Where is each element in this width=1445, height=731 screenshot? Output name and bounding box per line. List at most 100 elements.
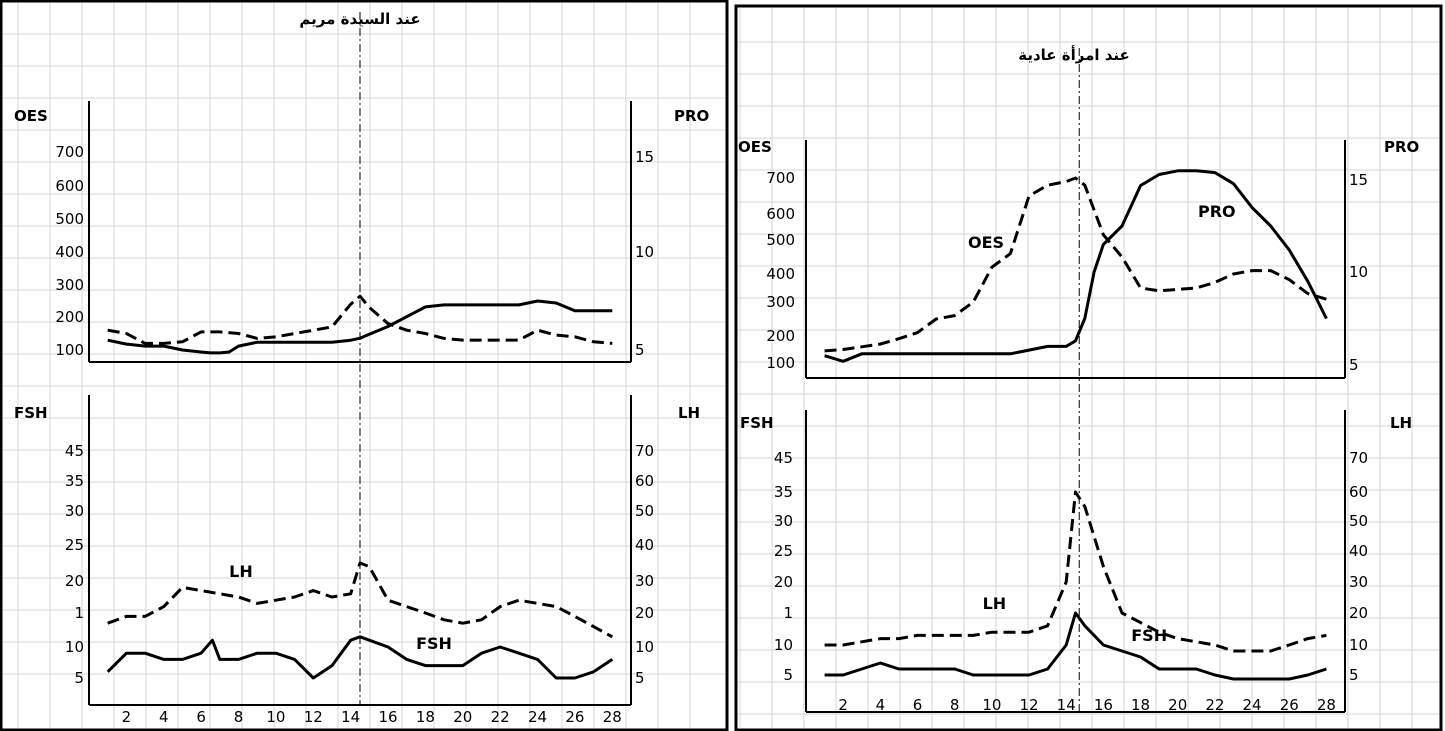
x-tick-label: 28 — [1317, 696, 1336, 714]
bottom-right-tick-label: 10 — [1349, 636, 1368, 654]
x-tick-label: 12 — [1019, 696, 1038, 714]
bottom-left-axis-label: FSH — [740, 414, 774, 432]
x-tick-label: 8 — [234, 708, 244, 726]
x-tick-label: 16 — [378, 708, 397, 726]
series-line-lh — [824, 490, 1327, 653]
x-tick-label: 24 — [1243, 696, 1262, 714]
bottom-left-tick-label: 20 — [774, 573, 793, 591]
bottom-left-tick-label: 10 — [65, 638, 84, 656]
bottom-left-axis-label: FSH — [14, 404, 48, 422]
series-label-fsh: FSH — [1131, 626, 1167, 645]
series-label-pro: PRO — [1198, 202, 1236, 221]
bottom-right-tick-label: 50 — [635, 502, 654, 520]
bottom-right-tick-label: 70 — [1349, 449, 1368, 467]
top-right-axis-label: PRO — [1384, 138, 1419, 156]
top-left-tick-label: 700 — [55, 143, 84, 161]
bottom-left-tick-label: 10 — [774, 636, 793, 654]
x-tick-label: 12 — [304, 708, 323, 726]
series-line-oes — [107, 294, 613, 345]
x-tick-label: 20 — [453, 708, 472, 726]
x-tick-label: 26 — [565, 708, 584, 726]
top-right-tick-label: 5 — [1349, 356, 1359, 374]
top-left-tick-label: 600 — [766, 205, 795, 223]
series-line-fsh — [106, 635, 614, 680]
x-tick-label: 26 — [1280, 696, 1299, 714]
bottom-left-tick-label: 30 — [65, 502, 84, 520]
series-label-fsh: FSH — [416, 634, 452, 653]
bottom-left-tick-label: 1 — [783, 604, 793, 622]
x-tick-label: 2 — [122, 708, 132, 726]
x-tick-label: 22 — [491, 708, 510, 726]
top-right-tick-label: 10 — [1349, 263, 1368, 281]
x-tick-label: 10 — [266, 708, 285, 726]
bottom-right-tick-label: 5 — [635, 669, 645, 687]
top-left-tick-label: 200 — [766, 327, 795, 345]
top-right-axis-label: PRO — [674, 107, 709, 125]
bottom-left-tick-label: 5 — [783, 666, 793, 684]
bottom-right-tick-label: 30 — [1349, 573, 1368, 591]
chart-normal-woman: عند امرأة عادية OES PRO 700 600 500 400 300 200 1… — [734, 4, 1443, 731]
series-line-pro — [107, 299, 613, 355]
top-left-tick-label: 400 — [766, 265, 795, 283]
series-line-oes — [824, 176, 1327, 353]
x-tick-label: 4 — [159, 708, 169, 726]
x-tick-label: 14 — [1057, 696, 1076, 714]
x-tick-label: 22 — [1205, 696, 1224, 714]
bottom-left-tick-label: 1 — [74, 604, 84, 622]
top-right-tick-label: 10 — [635, 243, 654, 261]
bottom-left-tick-label: 35 — [65, 472, 84, 490]
x-tick-label: 24 — [528, 708, 547, 726]
top-right-tick-label: 5 — [635, 341, 645, 359]
bottom-right-tick-label: 60 — [635, 472, 654, 490]
x-tick-label: 6 — [913, 696, 923, 714]
top-left-tick-label: 400 — [55, 243, 84, 261]
panel-border — [0, 0, 729, 731]
bottom-right-axis-label: LH — [678, 404, 700, 422]
x-tick-label: 18 — [416, 708, 435, 726]
x-tick-label: 20 — [1168, 696, 1187, 714]
bottom-right-tick-label: 20 — [635, 604, 654, 622]
x-tick-label: 16 — [1094, 696, 1113, 714]
bottom-right-tick-label: 5 — [1349, 666, 1359, 684]
bottom-right-axis-label: LH — [1390, 414, 1412, 432]
bottom-right-tick-label: 30 — [635, 572, 654, 590]
x-tick-label: 18 — [1131, 696, 1150, 714]
bottom-right-tick-label: 20 — [1349, 604, 1368, 622]
bottom-left-tick-label: 25 — [774, 542, 793, 560]
x-tick-label: 6 — [196, 708, 206, 726]
top-left-tick-label: 600 — [55, 177, 84, 195]
bottom-left-tick-label: 5 — [74, 669, 84, 687]
bottom-left-tick-label: 45 — [65, 442, 84, 460]
top-left-tick-label: 500 — [766, 231, 795, 249]
bottom-right-tick-label: 40 — [635, 536, 654, 554]
top-left-tick-label: 200 — [55, 308, 84, 326]
series-label-lh: LH — [983, 594, 1007, 613]
series-label-lh: LH — [229, 562, 253, 581]
series-label-oes: OES — [968, 233, 1004, 252]
top-left-tick-label: 100 — [55, 341, 84, 359]
top-right-tick-label: 15 — [1349, 171, 1368, 189]
bottom-right-tick-label: 70 — [635, 442, 654, 460]
top-left-axis-label: OES — [738, 138, 772, 156]
x-tick-label: 14 — [341, 708, 360, 726]
top-left-tick-label: 500 — [55, 210, 84, 228]
bottom-left-tick-label: 45 — [774, 449, 793, 467]
grid — [3, 3, 725, 728]
series-line-lh — [107, 561, 614, 639]
bottom-right-tick-label: 10 — [635, 638, 654, 656]
x-tick-label: 10 — [982, 696, 1001, 714]
grid — [738, 8, 1439, 728]
x-tick-label: 4 — [876, 696, 886, 714]
top-left-tick-label: 300 — [55, 276, 84, 294]
bottom-right-tick-label: 40 — [1349, 542, 1368, 560]
series-line-fsh — [824, 611, 1327, 681]
bottom-left-tick-label: 20 — [65, 572, 84, 590]
top-left-axis-label: OES — [14, 107, 48, 125]
top-left-tick-label: 700 — [766, 169, 795, 187]
x-tick-label: 8 — [950, 696, 960, 714]
bottom-left-tick-label: 30 — [774, 512, 793, 530]
top-left-tick-label: 300 — [766, 293, 795, 311]
top-left-tick-label: 100 — [766, 354, 795, 372]
